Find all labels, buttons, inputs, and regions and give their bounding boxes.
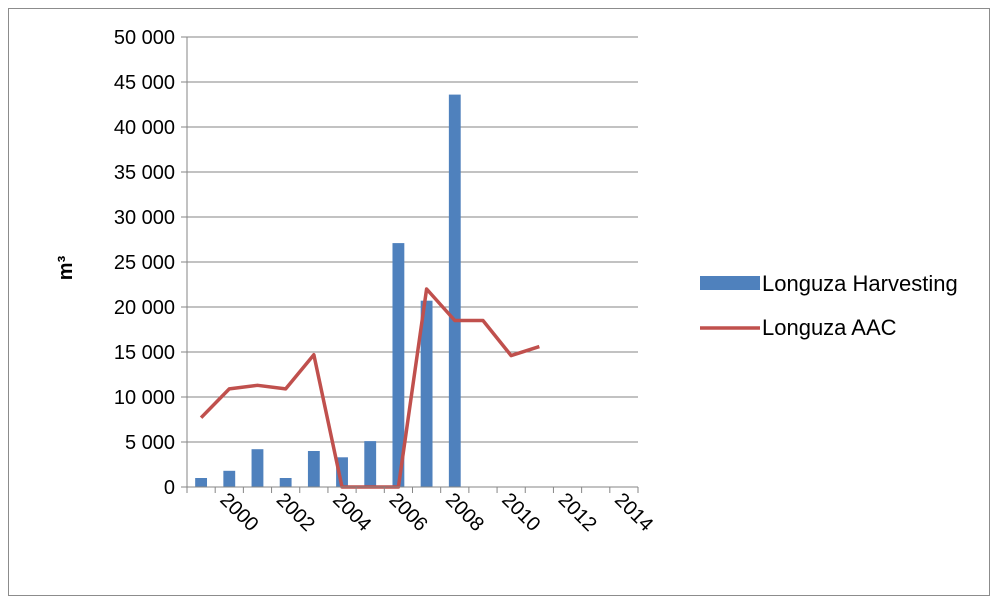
axes <box>186 37 639 493</box>
bar-2007 <box>392 243 405 487</box>
bar-2008 <box>420 300 433 487</box>
x-tick-label: 2010 <box>497 489 544 536</box>
x-tick-label: 2004 <box>328 489 375 536</box>
x-tick-labels: 2000 2002 2004 2006 2008 2010 2012 2014 <box>215 489 657 536</box>
y-tick-label: 50 000 <box>114 27 175 49</box>
legend-swatch-bar <box>700 276 760 290</box>
bar-2006 <box>364 441 377 487</box>
bar-2001 <box>223 470 236 487</box>
bar-2003 <box>279 478 292 487</box>
gridlines <box>181 36 638 488</box>
y-tick-label: 0 <box>164 477 175 499</box>
legend-label: Longuza Harvesting <box>762 271 958 296</box>
y-tick-label: 40 000 <box>114 117 175 139</box>
y-tick-label: 30 000 <box>114 207 175 229</box>
y-tick-label: 20 000 <box>114 297 175 319</box>
bar-2000 <box>195 478 208 487</box>
bar-2005 <box>336 457 348 487</box>
y-tick-label: 10 000 <box>114 387 175 409</box>
x-tick-label: 2002 <box>272 489 319 536</box>
x-tick-label: 2012 <box>554 489 601 536</box>
y-axis-label: m³ <box>55 255 77 280</box>
bar-2009 <box>448 94 461 487</box>
bar-2002 <box>251 449 264 487</box>
x-tick-label: 2000 <box>215 489 262 536</box>
chart-frame <box>8 8 990 596</box>
x-tick-label: 2014 <box>610 489 657 536</box>
bar-2004 <box>307 451 320 487</box>
legend-item-aac[interactable]: Longuza AAC <box>700 315 897 340</box>
y-tick-label: 15 000 <box>114 342 175 364</box>
legend-item-harvesting[interactable]: Longuza Harvesting <box>700 271 958 296</box>
y-tick-label: 45 000 <box>114 72 175 94</box>
y-tick-label: 25 000 <box>114 252 175 274</box>
harvesting-bars <box>195 94 461 487</box>
y-tick-labels: 0 5 000 10 000 15 000 20 000 25 000 30 000 35 0… <box>114 27 175 499</box>
y-tick-label: 35 000 <box>114 162 175 184</box>
x-tick-label: 2006 <box>385 489 432 536</box>
legend[interactable]: Longuza Harvesting Longuza AAC <box>700 271 958 340</box>
y-tick-label: 5 000 <box>125 432 175 454</box>
x-tick-label: 2008 <box>441 489 488 536</box>
legend-label: Longuza AAC <box>762 315 897 340</box>
